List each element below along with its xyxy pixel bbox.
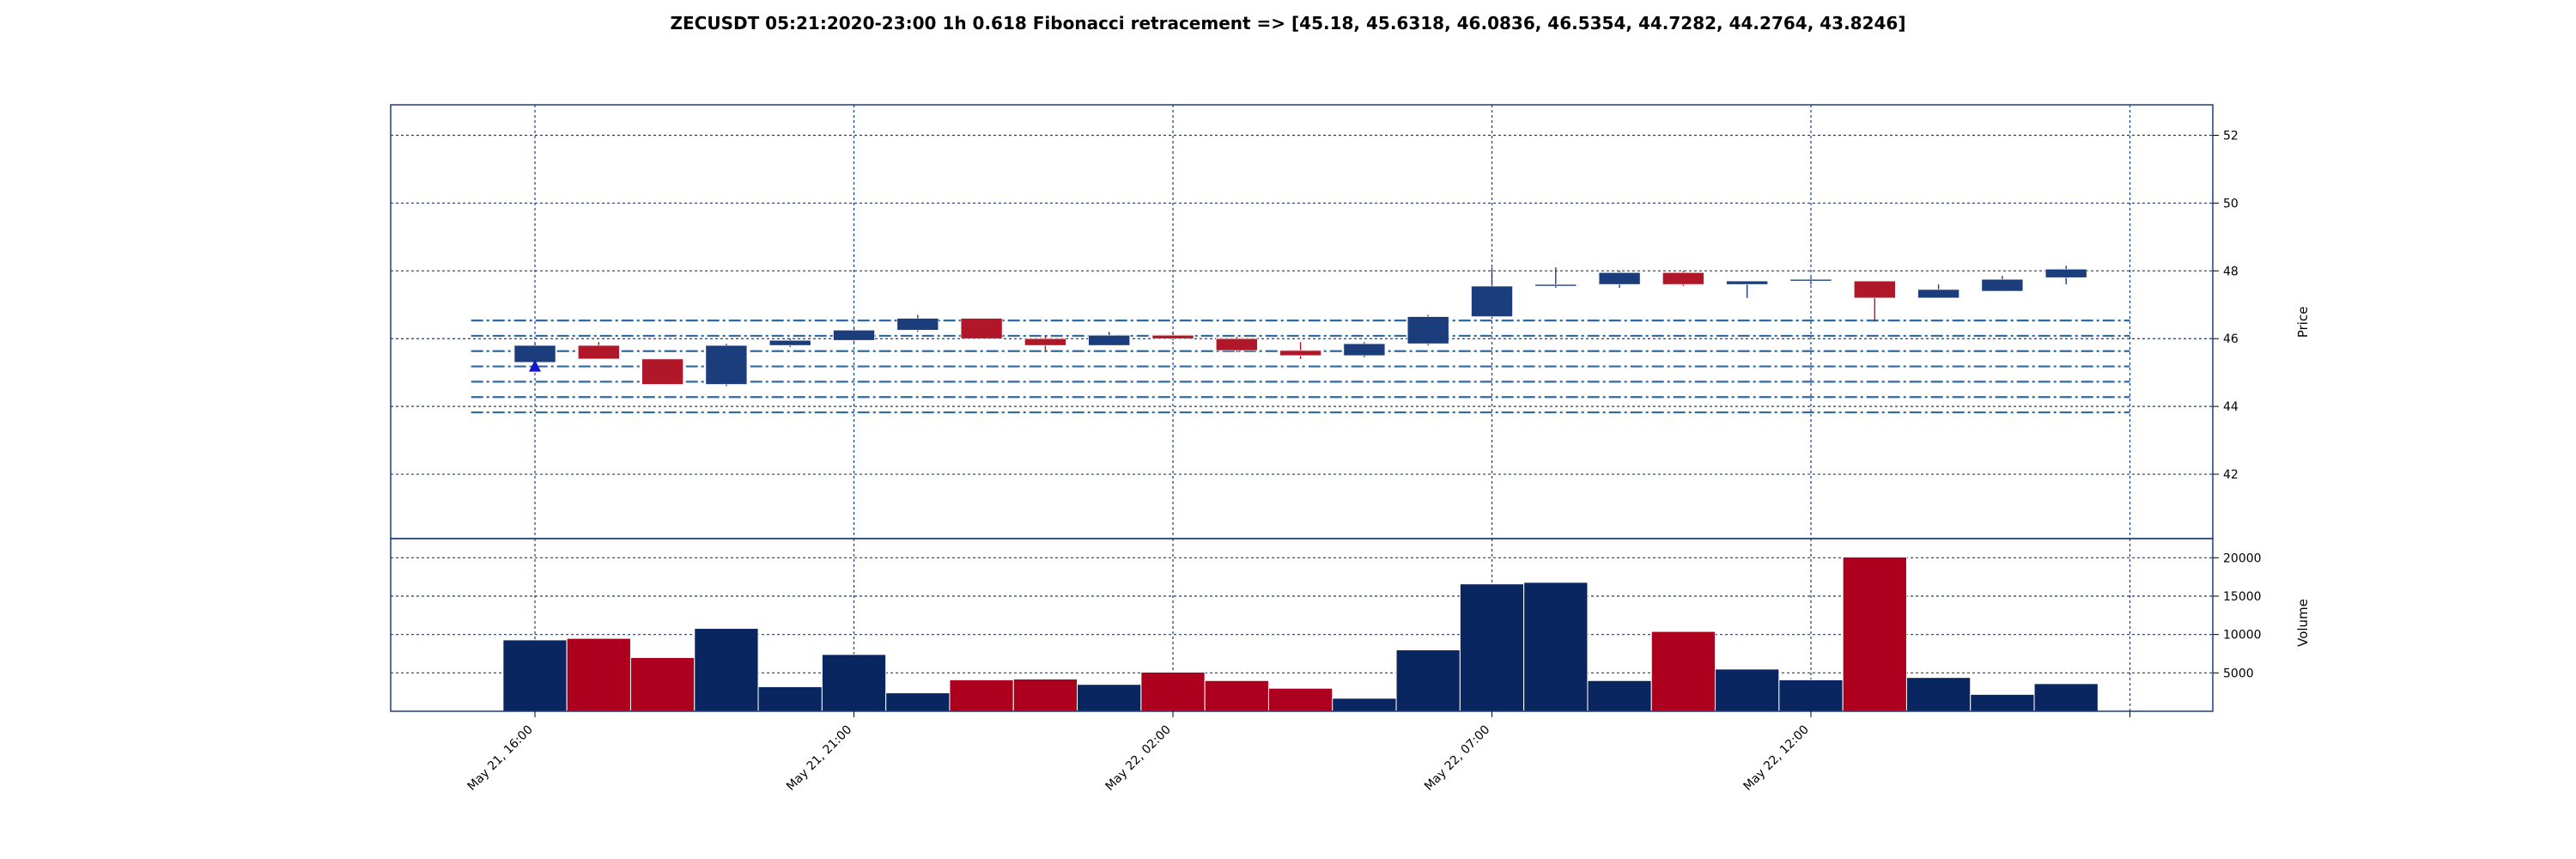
candle-body [1088, 334, 1130, 346]
volume-bar [1970, 693, 2035, 712]
candle-body [641, 358, 683, 385]
candle-body [1343, 343, 1386, 356]
price-tick-label: 48 [2223, 265, 2239, 278]
candle-body [1726, 280, 1768, 285]
candle-body [1406, 316, 1449, 344]
candle-body [1981, 278, 2024, 292]
volume-bar [949, 679, 1014, 712]
x-tick-label: May 22, 02:00 [1103, 723, 1173, 794]
volume-bars [502, 556, 2099, 712]
volume-tick-label: 10000 [2223, 629, 2262, 643]
volume-bar [694, 628, 759, 712]
volume-axis: 5000 10000 15000 20000 [2213, 551, 2262, 680]
volume-bar [1459, 583, 1525, 712]
candle-body [769, 339, 811, 346]
x-tick-label: May 21, 21:00 [784, 723, 854, 794]
price-grid [391, 105, 2213, 539]
price-tick-label: 46 [2223, 332, 2239, 346]
volume-bar [629, 656, 696, 712]
candle-body [1216, 338, 1258, 351]
price-tick-label: 42 [2223, 468, 2239, 482]
volume-bar [821, 654, 887, 712]
volume-bar [1778, 679, 1844, 712]
volume-bar [2033, 683, 2099, 712]
volume-tick-label: 20000 [2223, 551, 2262, 565]
candle-body [2044, 269, 2087, 278]
candle-body [1854, 280, 1896, 299]
x-axis: May 21, 16:00 May 21, 21:00 May 22, 02:00 M… [465, 711, 2130, 794]
volume-bar [1905, 677, 1971, 712]
volume-bar [885, 692, 951, 712]
price-panel-frame [390, 104, 2214, 539]
candle-body [1662, 271, 1704, 285]
candle-body [1279, 350, 1321, 356]
candle-body [1151, 334, 1194, 339]
candle-body [1534, 283, 1577, 287]
volume-tick-label: 5000 [2223, 667, 2254, 680]
x-tick-label: May 21, 16:00 [465, 723, 535, 794]
signal-marker-layer [529, 359, 541, 372]
price-axis: 42 44 46 48 50 52 [2213, 130, 2239, 482]
candle-body [705, 344, 748, 385]
price-tick-label: 50 [2223, 197, 2239, 210]
volume-bar [1587, 679, 1652, 712]
volume-bar [502, 639, 568, 712]
volume-axis-label: Volume [2295, 599, 2311, 647]
candle-body [1598, 271, 1641, 285]
volume-bar [1715, 668, 1780, 712]
chart-title: ZECUSDT 05:21:2020-23:00 1h 0.618 Fibona… [670, 13, 1905, 34]
price-tick-label: 44 [2223, 400, 2239, 414]
volume-bar [1204, 679, 1269, 712]
buy-signal-marker [529, 359, 541, 372]
x-tick-label: May 22, 07:00 [1422, 723, 1492, 794]
candle-body [960, 318, 1003, 339]
price-axis-label: Price [2295, 307, 2311, 338]
volume-tick-label: 15000 [2223, 590, 2262, 604]
volume-bar [1650, 631, 1716, 712]
candle-body [833, 330, 875, 341]
volume-bar [1267, 687, 1334, 712]
volume-bar [1523, 582, 1589, 712]
fibonacci-lines [471, 320, 2130, 414]
x-tick-label: May 22, 12:00 [1741, 723, 1811, 794]
candle-body [1789, 278, 1832, 282]
panel-frames [390, 104, 2214, 712]
price-tick-label: 52 [2223, 130, 2239, 143]
candle-body [1471, 285, 1513, 317]
volume-bar [1332, 698, 1397, 712]
candle-body [577, 344, 620, 360]
volume-bar [1140, 671, 1206, 712]
volume-bar [1842, 556, 1907, 712]
volume-bar [1012, 678, 1078, 712]
candles [513, 265, 2087, 387]
candle-body [896, 318, 939, 331]
volume-panel-frame [390, 538, 2214, 712]
volume-bar [1395, 649, 1461, 712]
volume-bar [566, 637, 631, 712]
volume-bar [757, 685, 823, 712]
candle-body [1917, 289, 1959, 299]
volume-bar [1077, 684, 1142, 712]
candle-body [1024, 338, 1066, 346]
